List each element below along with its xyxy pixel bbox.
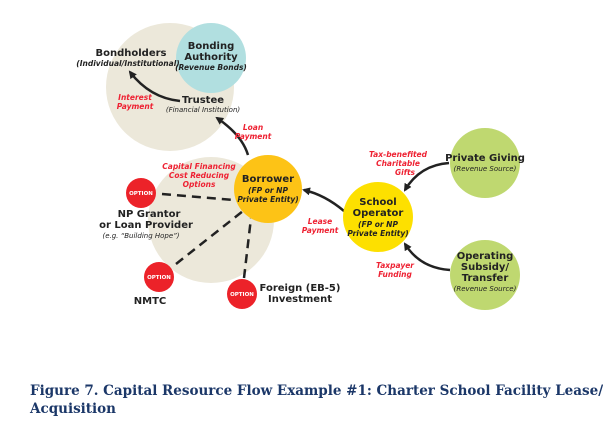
operating-subsidy-title: Operating [457,251,514,262]
capital-financing-label: Options [183,180,216,189]
np-grantor-link [161,192,235,202]
lease-payment-label: Lease [308,217,332,226]
foreign-title: Foreign (EB-5) [260,283,341,294]
trustee-title: Trustee [182,95,224,106]
loan-arrow [215,116,250,156]
borrower-node [234,155,302,223]
figure-caption: Figure 7. Capital Resource Flow Example … [30,383,603,399]
bonding-authority-title: Authority [184,52,238,63]
tax-benefited-label: Gifts [395,168,416,177]
np-grantor-sub: (e.g. “Building Hope”) [102,232,179,240]
taxpayer-funding-label: Taxpayer [376,261,415,270]
capital-financing-label: Cost Reducing [169,171,230,180]
private-giving-title: Private Giving [445,153,525,164]
school-operator-sub: Private Entity) [347,229,408,238]
option-badge: OPTION [147,275,171,281]
tax-benefited-label: Charitable [376,159,420,168]
np-grantor-title: NP Grantor [118,209,181,220]
private-giving-node [450,128,520,198]
np-grantor-option [126,178,156,208]
private-giving-sub: (Revenue Source) [454,165,517,173]
foreign-title: Investment [268,294,332,305]
bonding-authority-sub: (Revenue Bonds) [175,63,247,72]
bonding-authority-node [176,23,246,93]
bondholders-title: Bondholders [95,48,166,59]
school-operator-node [343,182,413,252]
operating-subsidy-node [450,240,520,310]
school-operator-title: School [359,197,396,208]
operating-subsidy-sub: (Revenue Source) [454,285,517,293]
bonding-authority-title: Bonding [188,41,234,52]
borrower-title: Borrower [242,174,294,185]
figure-caption-line2: Acquisition [30,401,116,417]
nmtc-title: NMTC [134,296,166,307]
borrower-sub: (FP or NP [248,186,288,195]
taxpayer-arrow [403,242,451,272]
nmtc-option [144,262,174,292]
taxpayer-funding-label: Funding [378,270,412,279]
interest-payment-label: Payment [117,102,154,111]
operating-subsidy-title: Transfer [462,273,509,284]
gifts-arrow [403,161,450,192]
loan-payment-label: Payment [235,132,272,141]
lease-arrow [302,187,345,212]
borrower-sub: Private Entity) [237,195,298,204]
trustee-sub: (Financial Institution) [166,106,241,114]
option-badge: OPTION [230,292,254,298]
lease-payment-label: Payment [302,226,339,235]
tax-benefited-label: Tax-benefited [369,150,428,159]
capital-financing-label: Capital Financing [162,162,236,171]
foreign-option [227,279,257,309]
school-operator-sub: (FP or NP [358,220,398,229]
option-badge: OPTION [129,191,153,197]
loan-payment-label: Loan [243,123,263,132]
interest-arrow [128,70,181,103]
interest-payment-label: Interest [118,93,152,102]
foreign-link [242,217,253,279]
operating-subsidy-title: Subsidy/ [461,262,510,273]
bondholders-sub: (Individual/Institutional) [76,59,179,68]
school-operator-title: Operator [353,208,404,219]
np-grantor-title: or Loan Provider [99,220,193,231]
